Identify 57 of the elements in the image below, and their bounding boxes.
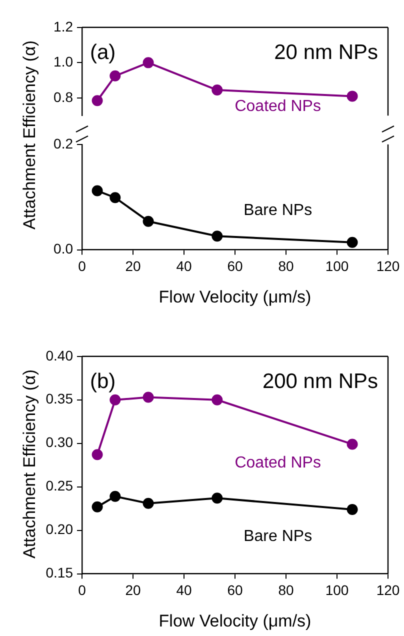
x-tick-label: 80 — [278, 258, 294, 274]
point — [142, 57, 154, 68]
point — [110, 70, 121, 82]
x-tick-label: 80 — [278, 582, 294, 598]
series-label: Coated NPs — [234, 98, 321, 116]
y-tick-label: 0.8 — [54, 88, 74, 105]
annotation: (b) — [90, 370, 116, 394]
y-tick-label: 0.30 — [46, 434, 74, 450]
x-tick-label: 40 — [176, 258, 192, 274]
x-tick-label: 0 — [78, 258, 86, 274]
y-axis-title: Attachment Efficiency (α) — [20, 40, 40, 230]
point — [346, 90, 358, 102]
point — [110, 490, 121, 502]
point — [92, 185, 103, 196]
point — [142, 392, 154, 403]
series-label: Bare NPs — [244, 202, 312, 220]
y-tick-label: 1.0 — [54, 54, 74, 70]
y-tick-label: 0.25 — [46, 478, 74, 494]
point — [212, 84, 223, 96]
x-tick-label: 60 — [227, 258, 243, 274]
x-tick-label: 60 — [227, 582, 243, 598]
y-tick-label: 0.40 — [46, 347, 74, 364]
annotation: (a) — [90, 41, 116, 64]
point — [212, 492, 223, 504]
point — [92, 501, 103, 512]
x-tick-label: 20 — [125, 258, 141, 274]
y-tick-label: 0.0 — [54, 240, 74, 257]
x-tick-label: 40 — [176, 582, 192, 598]
point — [346, 504, 358, 515]
x-tick-label: 100 — [325, 582, 349, 598]
x-tick-label: 0 — [78, 582, 86, 598]
point — [346, 236, 358, 248]
point — [110, 394, 121, 406]
y-tick-label: 0.2 — [54, 135, 74, 152]
series-label: Coated NPs — [234, 454, 321, 472]
point — [92, 95, 103, 106]
point — [110, 192, 121, 204]
y-tick-label: 0.15 — [46, 564, 74, 581]
x-tick-label: 100 — [325, 258, 349, 274]
point — [92, 449, 103, 460]
annotation: 20 nm NPs — [274, 41, 378, 64]
point — [212, 230, 223, 242]
point — [212, 394, 223, 406]
y-tick-label: 0.20 — [46, 521, 74, 538]
point — [346, 438, 358, 450]
x-axis-title: Flow Velocity (μm/s) — [158, 611, 312, 630]
y-axis-title: Attachment Efficiency (α) — [20, 369, 40, 559]
series-label: Bare NPs — [244, 528, 312, 546]
y-tick-label: 0.35 — [46, 390, 74, 407]
x-tick-label: 120 — [376, 582, 400, 598]
x-tick-label: 20 — [125, 582, 141, 598]
annotation: 200 nm NPs — [262, 370, 378, 394]
x-axis-title: Flow Velocity (μm/s) — [158, 287, 312, 306]
x-tick-label: 120 — [376, 258, 400, 274]
y-tick-label: 1.2 — [54, 18, 74, 34]
point — [142, 216, 154, 227]
point — [142, 498, 154, 509]
